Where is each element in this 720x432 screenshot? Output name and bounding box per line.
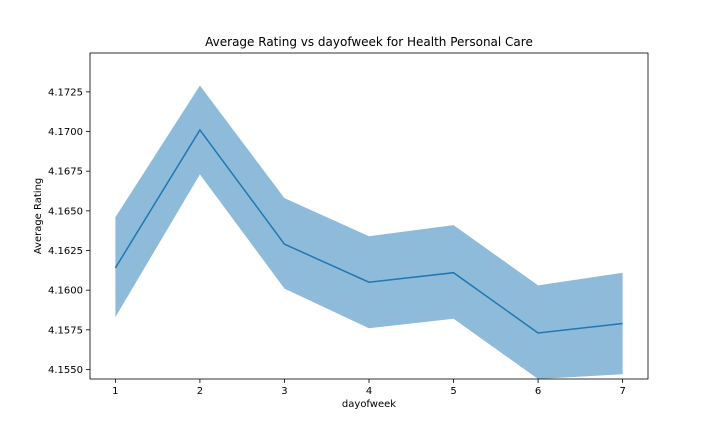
series-line — [114, 128, 623, 334]
chart-title: Average Rating vs dayofweek for Health P… — [205, 35, 533, 49]
x-tick-label: 7 — [619, 386, 625, 397]
x-axis-label: dayofweek — [342, 399, 396, 410]
y-tick-label: 4.1725 — [48, 87, 83, 98]
x-tick-label: 1 — [112, 386, 118, 397]
plot-area: 1 2 3 4 5 6 7 4.1550 4.1575 4.1600 4.1625 4.1650 4.1… — [48, 52, 649, 397]
y-tick-label: 4.1600 — [48, 286, 83, 297]
y-tick-label: 4.1575 — [48, 325, 83, 336]
confidence-band — [115, 85, 623, 379]
y-tick-label: 4.1625 — [48, 246, 83, 257]
y-tick-label: 4.1700 — [48, 127, 83, 138]
y-tick-label: 4.1550 — [48, 365, 83, 376]
x-tick-label: 6 — [535, 386, 541, 397]
y-tick-label: 4.1650 — [48, 206, 83, 217]
y-axis-label: Average Rating — [33, 178, 44, 254]
y-tick-label: 4.1675 — [48, 167, 83, 178]
x-tick-label: 2 — [197, 386, 203, 397]
x-tick-label: 4 — [366, 386, 372, 397]
x-tick-label: 3 — [281, 386, 287, 397]
x-tick-label: 5 — [450, 386, 456, 397]
